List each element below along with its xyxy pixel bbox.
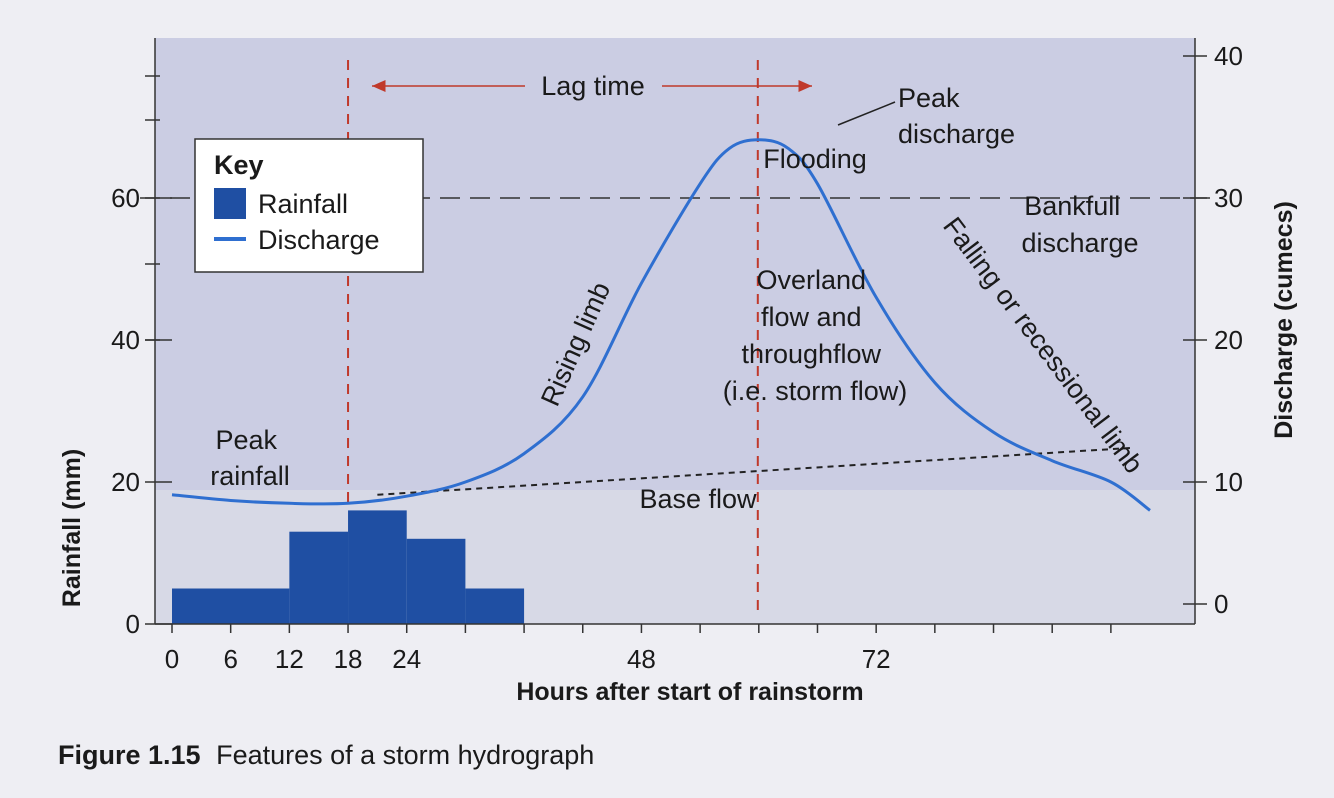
peak-discharge-pointer — [837, 101, 896, 126]
peak-rainfall-line2: rainfall — [210, 461, 290, 491]
x-tick-label: 0 — [165, 644, 179, 674]
x-tick-label: 24 — [392, 644, 421, 674]
right-tick-label: 40 — [1214, 41, 1243, 71]
legend: Key Rainfall Discharge — [194, 138, 424, 273]
flooding-label: Flooding — [763, 144, 867, 174]
peak-discharge-label-line2: discharge — [898, 119, 1015, 149]
x-axis-minor-ticks — [171, 624, 1112, 633]
lag-time-label: Lag time — [541, 71, 645, 101]
rainfall-bar-4 — [465, 588, 525, 624]
left-tick-label: 20 — [111, 467, 140, 497]
left-tick-label: 60 — [111, 183, 140, 213]
axes — [154, 38, 1196, 625]
rainfall-bar-0 — [172, 588, 290, 624]
base-flow-label: Base flow — [639, 484, 757, 514]
x-tick-label: 48 — [627, 644, 656, 674]
x-tick-label: 72 — [862, 644, 891, 674]
bankfull-label: Bankfull discharge — [1021, 191, 1138, 258]
right-tick-label: 30 — [1214, 183, 1243, 213]
overland-flow-line3: throughflow — [741, 339, 881, 369]
overland-flow-line2: flow and — [761, 302, 862, 332]
x-axis-title: Hours after start of rainstorm — [516, 678, 863, 706]
overland-flow-label: Overland flow and throughflow (i.e. stor… — [723, 265, 908, 406]
left-axis-title: Rainfall (mm) — [58, 449, 86, 607]
peak-discharge-label: Peak discharge — [898, 83, 1015, 149]
peak-discharge-label-line1: Peak — [898, 83, 960, 113]
right-axis-title: Discharge (cumecs) — [1270, 201, 1298, 439]
legend-rainfall-swatch — [214, 188, 246, 219]
right-axis-ticks: 0 10 20 30 40 — [1183, 41, 1243, 619]
base-flow-line — [377, 446, 1131, 496]
rainfall-bars — [172, 510, 525, 624]
right-tick-label: 20 — [1214, 325, 1243, 355]
right-tick-label: 10 — [1214, 467, 1243, 497]
overland-flow-line1: Overland — [756, 265, 866, 295]
bankfull-label-line2: discharge — [1021, 228, 1138, 258]
left-tick-label: 0 — [126, 609, 140, 639]
x-axis-ticks: 0 6 12 18 24 48 72 — [165, 644, 891, 674]
x-tick-label: 12 — [275, 644, 304, 674]
figure-caption: Figure 1.15 Features of a storm hydrogra… — [58, 740, 594, 770]
legend-title: Key — [214, 150, 264, 180]
x-tick-label: 6 — [223, 644, 237, 674]
peak-rainfall-label: Peak rainfall — [210, 425, 290, 491]
x-tick-label: 18 — [334, 644, 363, 674]
legend-rainfall-label: Rainfall — [258, 189, 348, 219]
right-tick-label: 0 — [1214, 589, 1228, 619]
left-tick-label: 40 — [111, 325, 140, 355]
overland-flow-line4: (i.e. storm flow) — [723, 376, 908, 406]
rainfall-bar-2 — [348, 510, 407, 624]
discharge-line — [171, 138, 1151, 512]
figure-number: Figure 1.15 — [58, 740, 201, 770]
rainfall-bar-1 — [289, 531, 349, 624]
legend-discharge-label: Discharge — [258, 225, 380, 255]
left-axis-ticks: 0 20 40 60 — [111, 75, 172, 639]
bankfull-label-line1: Bankfull — [1024, 191, 1120, 221]
rainfall-bar-3 — [406, 538, 466, 624]
peak-rainfall-line1: Peak — [215, 425, 277, 455]
figure-title: Features of a storm hydrograph — [216, 740, 594, 770]
